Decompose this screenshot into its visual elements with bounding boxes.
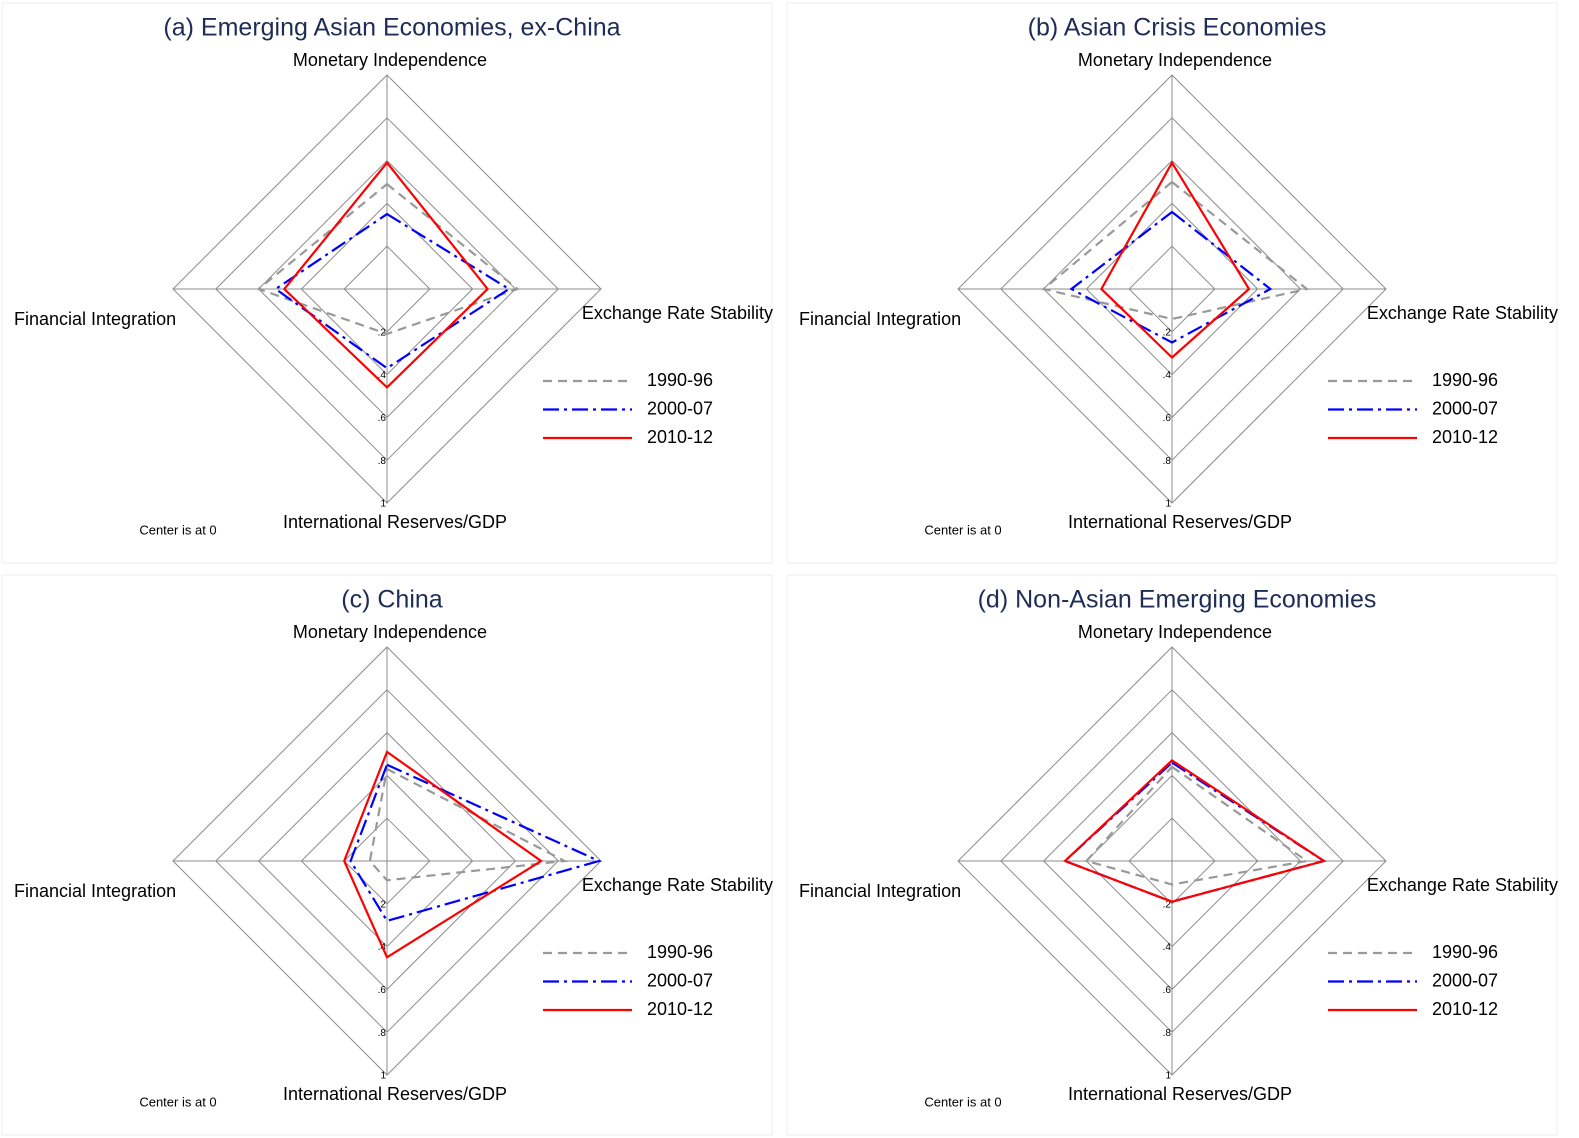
panel-frame	[786, 574, 1558, 1136]
r-tick-label: .2	[378, 899, 387, 910]
axis-label: International Reserves/GDP	[1068, 512, 1292, 532]
panel-frame	[1, 2, 773, 564]
r-tick-label: 1	[1165, 499, 1171, 510]
legend-label: 2010-12	[647, 999, 713, 1019]
r-tick-label: .8	[1163, 1028, 1172, 1039]
legend-label: 1990-96	[1432, 370, 1498, 390]
r-tick-label: .2	[1163, 899, 1172, 910]
series-polygon	[1041, 180, 1310, 321]
axis-label: Financial Integration	[14, 309, 176, 329]
panel-frame	[1, 574, 773, 1136]
legend-label: 1990-96	[647, 370, 713, 390]
center-note: Center is at 0	[924, 1094, 1001, 1109]
series-polygon	[256, 182, 520, 336]
axis-label: Exchange Rate Stability	[582, 303, 773, 323]
r-tick-label: .8	[1163, 456, 1172, 467]
r-tick-label: .6	[1163, 413, 1172, 424]
chart-title: (b) Asian Crisis Economies	[1028, 14, 1327, 42]
series-polygon	[368, 767, 569, 882]
axis-label: Financial Integration	[799, 309, 961, 329]
chart-title: (c) China	[341, 586, 443, 614]
legend-label: 1990-96	[1432, 942, 1498, 962]
legend-label: 1990-96	[647, 942, 713, 962]
axis-label: Exchange Rate Stability	[1367, 875, 1558, 895]
r-tick-label: .6	[1163, 985, 1172, 996]
legend-label: 2000-07	[647, 398, 713, 418]
r-tick-label: .6	[378, 413, 387, 424]
r-tick-label: .4	[1163, 942, 1172, 953]
axis-label: Monetary Independence	[1078, 622, 1272, 642]
series-polygon	[1062, 759, 1327, 903]
center-note: Center is at 0	[139, 1094, 216, 1109]
series-polygon	[1069, 210, 1273, 344]
r-tick-label: 1	[380, 1071, 386, 1082]
series-polygon	[349, 763, 603, 923]
center-note: Center is at 0	[139, 522, 216, 537]
axis-label: Financial Integration	[14, 881, 176, 901]
chart-title: (d) Non-Asian Emerging Economies	[978, 586, 1377, 614]
center-note: Center is at 0	[924, 522, 1001, 537]
axis-label: Monetary Independence	[293, 50, 487, 70]
r-tick-label: .8	[378, 1028, 387, 1039]
series-polygon	[1100, 160, 1251, 360]
legend-label: 2000-07	[647, 970, 713, 990]
r-tick-label: .2	[378, 327, 387, 338]
axis-label: Monetary Independence	[293, 622, 487, 642]
r-tick-label: .4	[378, 370, 387, 381]
axis-label: International Reserves/GDP	[283, 1084, 507, 1104]
axis-label: International Reserves/GDP	[283, 512, 507, 532]
axis-label: Exchange Rate Stability	[582, 875, 773, 895]
legend-label: 2000-07	[1432, 970, 1498, 990]
series-polygon	[343, 750, 544, 959]
series-polygon	[1084, 765, 1310, 886]
chart-title: (a) Emerging Asian Economies, ex-China	[163, 14, 620, 42]
r-tick-label: 1	[1165, 1071, 1171, 1082]
legend-label: 2000-07	[1432, 398, 1498, 418]
r-tick-label: .4	[1163, 370, 1172, 381]
r-tick-label: .2	[1163, 327, 1172, 338]
r-tick-label: .8	[378, 456, 387, 467]
axis-label: Financial Integration	[799, 881, 961, 901]
axis-label: International Reserves/GDP	[1068, 1084, 1292, 1104]
panel-frame	[786, 2, 1558, 564]
legend-label: 2010-12	[1432, 427, 1498, 447]
axis-label: Monetary Independence	[1078, 50, 1272, 70]
legend-label: 2010-12	[1432, 999, 1498, 1019]
series-polygon	[282, 160, 490, 389]
r-tick-label: .6	[378, 985, 387, 996]
legend-label: 2010-12	[647, 427, 713, 447]
axis-label: Exchange Rate Stability	[1367, 303, 1558, 323]
r-tick-label: 1	[380, 499, 386, 510]
